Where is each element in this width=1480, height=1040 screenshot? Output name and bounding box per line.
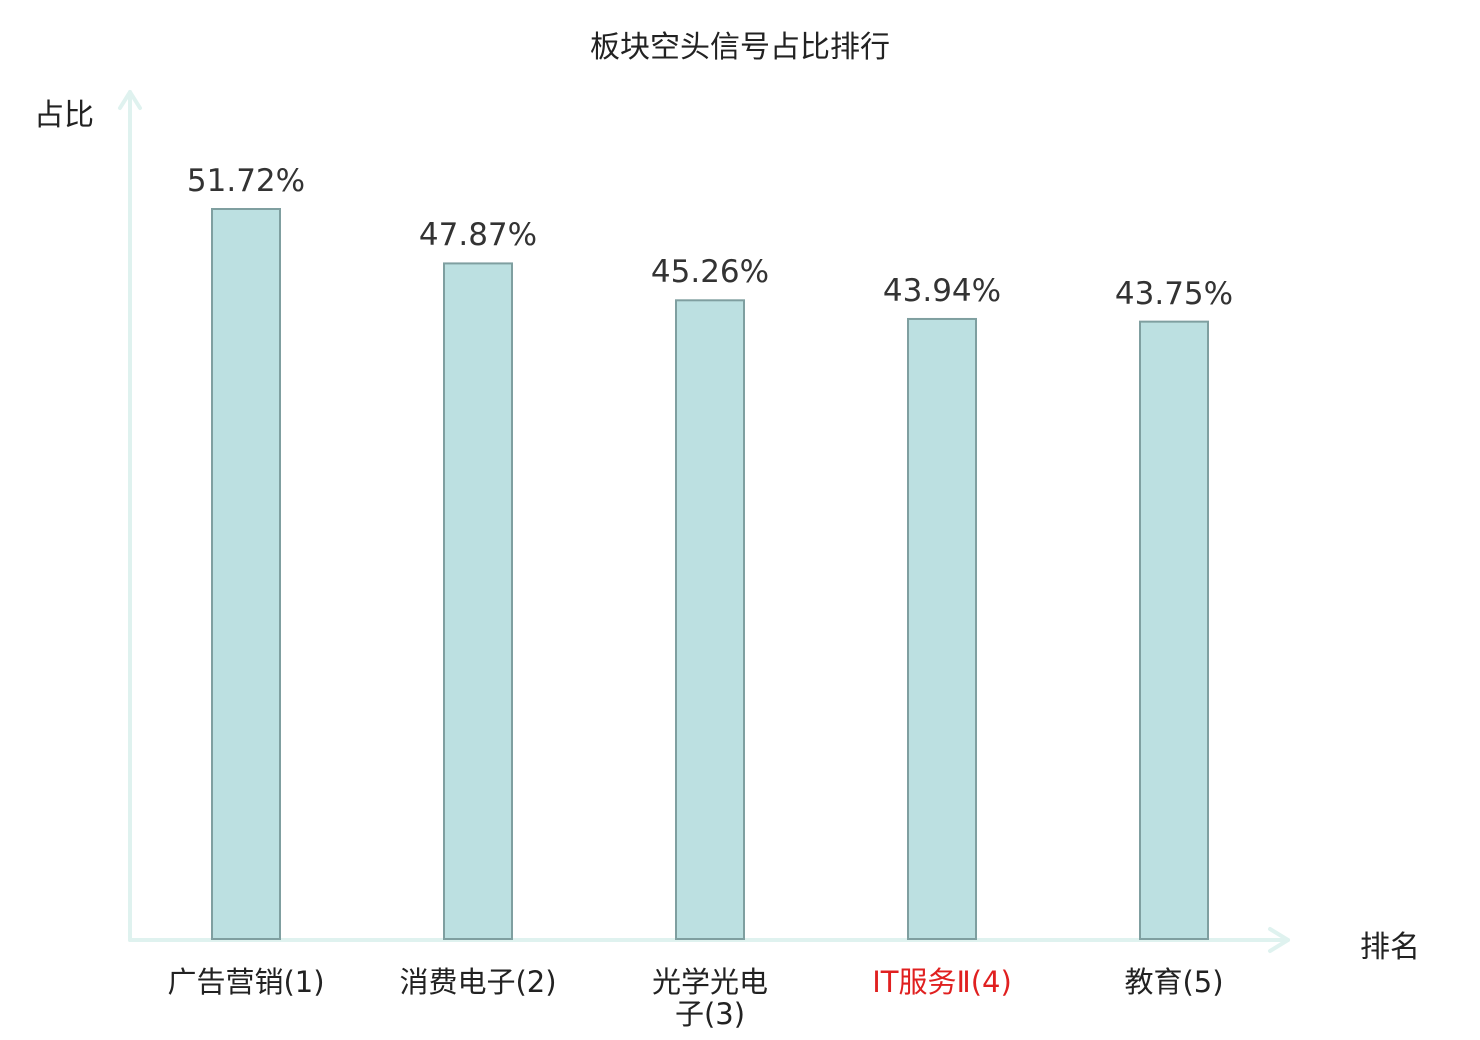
data-label: 45.26% (650, 254, 770, 291)
y-axis-arrow-icon (118, 90, 142, 110)
y-axis-label: 占比 (34, 98, 94, 133)
data-label: 51.72% (186, 163, 306, 199)
x-axis-arrow-icon (1268, 927, 1290, 953)
x-tick-label: 广告营销(1) (167, 965, 325, 999)
x-tick-label: IT服务Ⅱ(4) (872, 965, 1012, 999)
chart-title: 板块空头信号占比排行 (590, 30, 890, 65)
bar (1139, 320, 1209, 940)
x-tick-label: 教育(5) (1124, 965, 1224, 999)
bar (211, 208, 281, 940)
x-tick-label: 消费电子(2) (399, 965, 557, 999)
bar (443, 262, 513, 941)
data-label: 43.94% (882, 272, 1002, 309)
bar (907, 317, 977, 940)
bars (211, 208, 1209, 941)
bar (675, 299, 745, 940)
x-axis-label: 排名 (1360, 930, 1420, 965)
x-tick-label: 光学光电子(3) (651, 965, 768, 1031)
data-label: 43.75% (1114, 275, 1234, 312)
data-label: 47.87% (418, 217, 538, 254)
